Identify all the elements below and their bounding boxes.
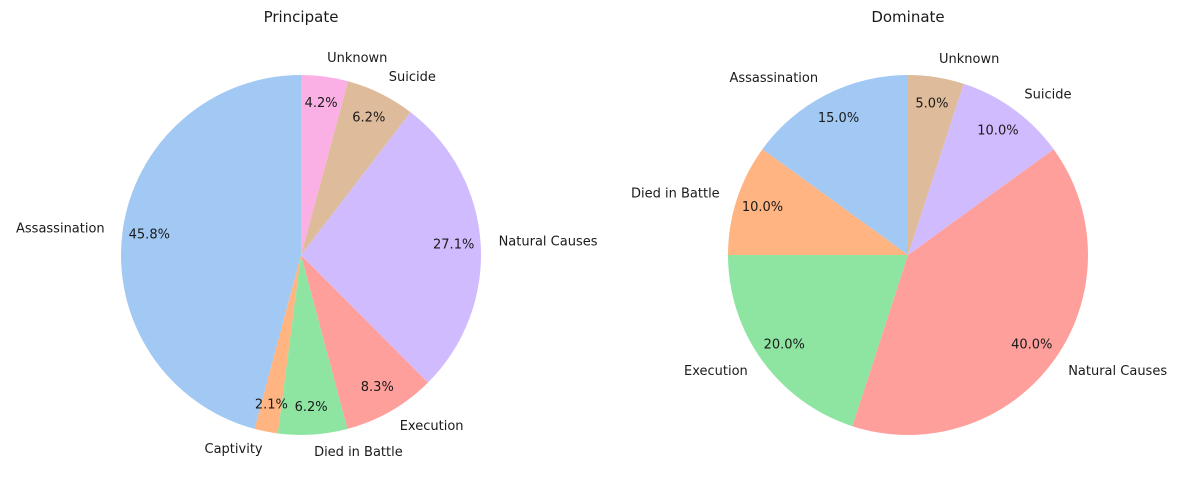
pie-percent-label: 2.1% — [255, 398, 288, 413]
pie-slice-assassination — [762, 75, 908, 255]
pie-percent-label: 6.2% — [295, 400, 328, 415]
pie-slice-suicide — [301, 81, 411, 256]
pie-percent-label: 40.0% — [1011, 337, 1052, 352]
pie-category-label: Died in Battle — [314, 445, 403, 460]
pie-slice-natural-causes — [852, 149, 1088, 435]
pie-category-label: Execution — [400, 419, 464, 434]
pie-percent-label: 4.2% — [305, 96, 338, 111]
pie-slice-natural-causes — [301, 112, 482, 383]
pie-slice-execution — [728, 255, 908, 427]
pie-chart-dominate: Dominate 15.0% Assassination 10.0% Died in … — [631, 8, 1167, 435]
pie-slice-died-in-battle — [277, 255, 348, 436]
pie-percent-label: 8.3% — [361, 380, 394, 395]
chart-title: Dominate — [871, 8, 944, 26]
pie-percent-label: 20.0% — [764, 337, 805, 352]
pie-percent-label: 27.1% — [433, 238, 474, 253]
pie-slice-execution — [301, 255, 428, 429]
pie-category-label: Assassination — [729, 71, 818, 86]
pie-percent-label: 10.0% — [742, 200, 783, 215]
pie-category-label: Suicide — [1024, 87, 1071, 102]
pie-percent-label: 45.8% — [129, 228, 170, 243]
pie-percent-label: 15.0% — [818, 111, 859, 126]
pie-percent-label: 5.0% — [915, 96, 948, 111]
pie-category-label: Unknown — [939, 52, 999, 67]
pie-category-label: Captivity — [205, 442, 263, 457]
pie-category-label: Natural Causes — [1068, 364, 1167, 379]
pie-slice-unknown — [301, 75, 348, 255]
pie-chart-principate: Principate 45.8% Assassination 2.1% Captivi… — [16, 8, 598, 460]
pie-slice-captivity — [254, 255, 301, 434]
pie-category-label: Unknown — [327, 51, 387, 66]
pie-percent-label: 10.0% — [977, 124, 1018, 139]
chart-title: Principate — [264, 8, 339, 26]
pie-slice-unknown — [908, 75, 964, 255]
pie-slice-died-in-battle — [728, 149, 908, 255]
pie-slice-assassination — [121, 75, 302, 429]
pie-category-label: Died in Battle — [631, 186, 720, 201]
pie-category-label: Suicide — [389, 70, 436, 85]
pie-category-label: Execution — [684, 364, 748, 379]
pie-category-label: Natural Causes — [499, 235, 598, 250]
pie-category-label: Assassination — [16, 222, 105, 237]
pie-slice-suicide — [908, 83, 1054, 255]
pie-percent-label: 6.2% — [352, 110, 385, 125]
